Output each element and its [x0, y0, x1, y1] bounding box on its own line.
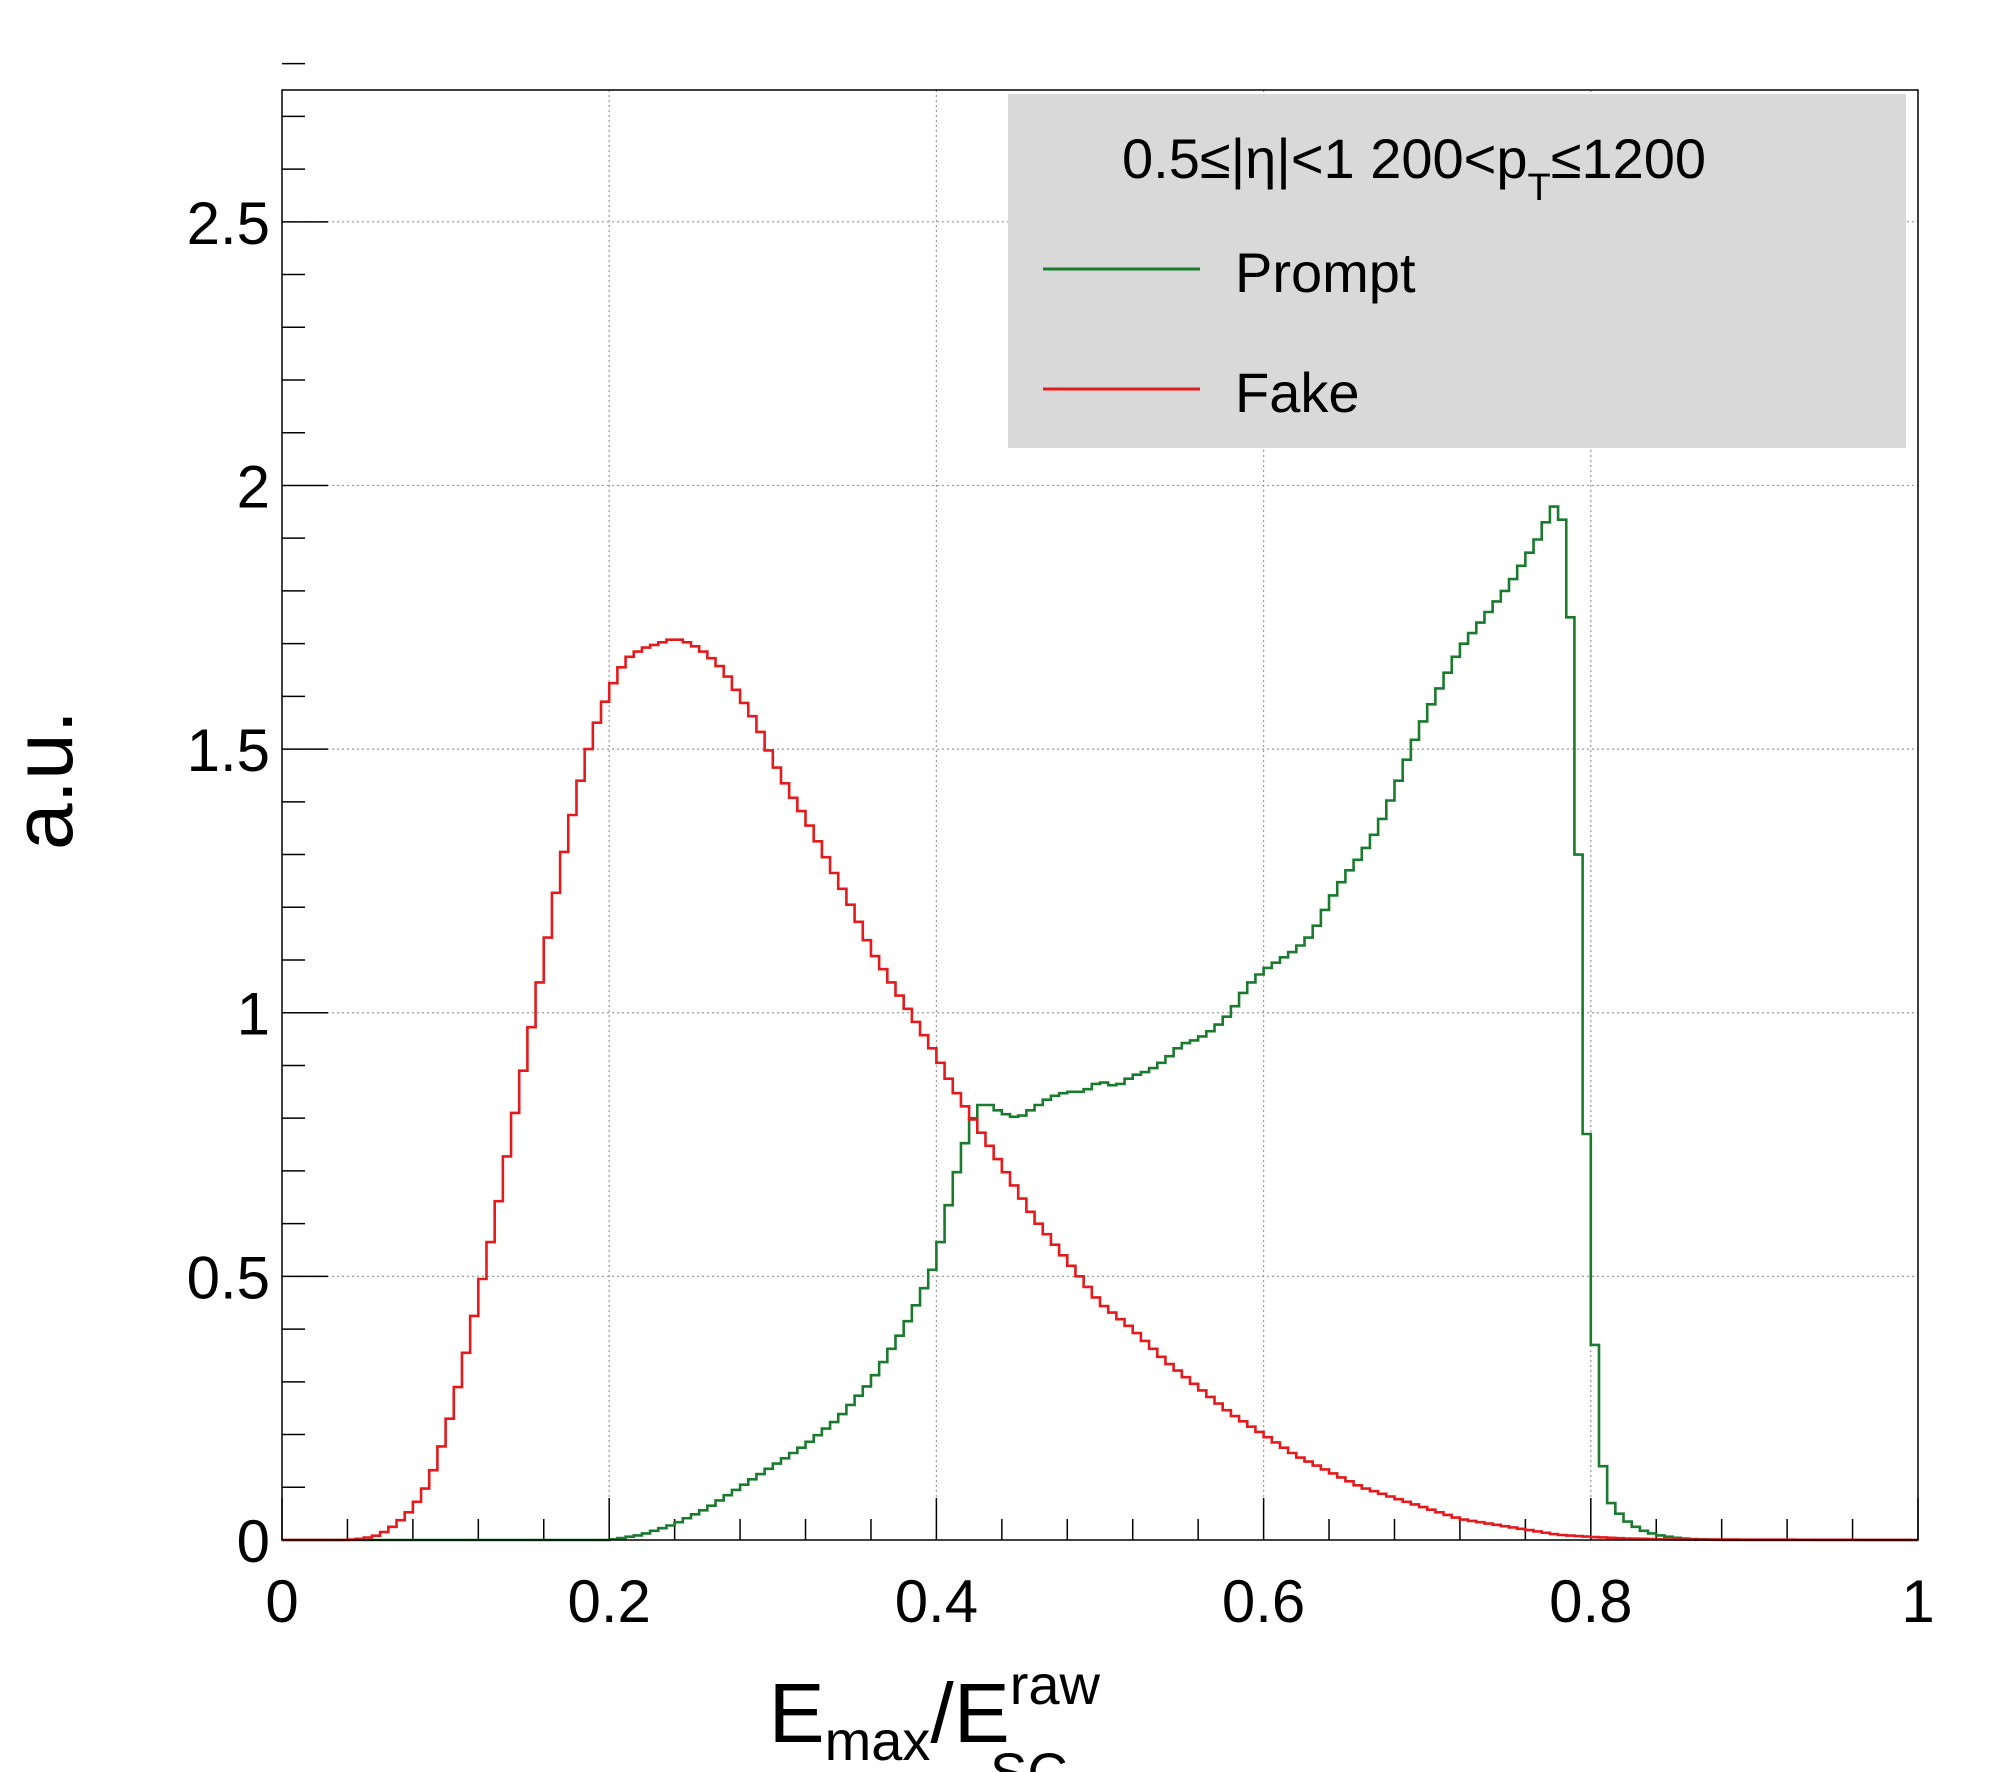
- legend-label-fake: Fake: [1235, 361, 1360, 424]
- y-tick-label: 2.5: [187, 190, 270, 257]
- x-tick-label: 0.6: [1222, 1568, 1305, 1635]
- series-line-prompt: [282, 505, 1918, 1542]
- y-tick-label: 1.5: [187, 717, 270, 784]
- x-tick-label: 0.4: [895, 1568, 978, 1635]
- y-tick-label: 2: [237, 453, 270, 520]
- y-axis-title: a.u.: [0, 710, 90, 850]
- tick-labels: 0 0.2 0.4 0.6 0.8 1 0 0.5 1 1.5 2 2.5: [187, 190, 1935, 1635]
- series-line-fake: [282, 638, 1918, 1542]
- plot-frame: [281, 89, 1919, 1541]
- legend-label-prompt: Prompt: [1235, 241, 1416, 304]
- y-tick-label: 1: [237, 981, 270, 1048]
- x-tick-label: 0: [265, 1568, 298, 1635]
- x-tick-label: 1: [1901, 1568, 1934, 1635]
- x-tick-label: 0.8: [1549, 1568, 1632, 1635]
- series-layer: [282, 505, 1918, 1542]
- x-axis-title: Emax/ErawSC: [769, 1653, 1101, 1772]
- y-tick-label: 0.5: [187, 1244, 270, 1311]
- x-tick-label: 0.2: [567, 1568, 650, 1635]
- legend: 0.5≤|η|<1 200<pT≤1200 Prompt Fake: [1008, 94, 1906, 448]
- legend-header: 0.5≤|η|<1 200<pT≤1200: [1122, 127, 1706, 209]
- y-tick-label: 0: [237, 1508, 270, 1575]
